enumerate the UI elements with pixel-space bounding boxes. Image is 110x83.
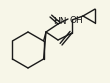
- Text: OH: OH: [70, 16, 84, 24]
- Text: HN: HN: [53, 17, 67, 25]
